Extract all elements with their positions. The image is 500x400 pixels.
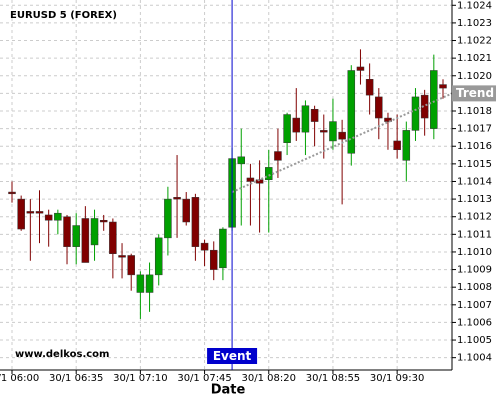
candle-body	[72, 225, 80, 247]
candle-body	[118, 255, 126, 258]
candle-body	[219, 228, 227, 269]
candle-body	[90, 218, 99, 246]
candle-body	[283, 114, 291, 143]
event-label-box	[207, 348, 258, 364]
candle-body	[393, 140, 401, 151]
candle-body	[99, 219, 108, 223]
y-tick-label: 1.1018	[457, 106, 492, 117]
candle-body	[8, 191, 16, 195]
x-axis-label: Date	[211, 383, 246, 398]
candle-body	[191, 197, 200, 247]
candle-body	[439, 84, 447, 89]
x-tick-label: 30/1 08:20	[242, 373, 296, 384]
y-tick-label: 1.1017	[457, 124, 492, 135]
candle-body	[375, 96, 383, 119]
candle-body	[17, 198, 25, 230]
candle-body	[237, 156, 245, 165]
y-tick-label: 1.1021	[457, 53, 492, 64]
event-label: Event	[213, 349, 252, 363]
candle-body	[35, 211, 44, 214]
candle-body	[109, 221, 117, 254]
candle-body	[356, 66, 365, 71]
y-tick-label: 1.1024	[457, 0, 492, 11]
y-tick-label: 1.1006	[457, 317, 492, 328]
candle-body	[54, 212, 62, 221]
candle-body	[164, 198, 172, 239]
y-tick-label: 1.1012	[457, 212, 492, 223]
candle-body	[265, 167, 273, 180]
candle-body	[338, 131, 346, 140]
candle-body	[63, 216, 71, 247]
trend-label: Trend	[456, 86, 494, 100]
y-tick-label: 1.1022	[457, 36, 492, 47]
candle-body	[154, 237, 163, 276]
y-tick-label: 1.1015	[457, 159, 492, 170]
candle-body	[173, 197, 181, 200]
candle-body	[420, 94, 429, 119]
y-tick-label: 1.1005	[457, 335, 492, 346]
x-tick-label: 30/1 07:10	[113, 373, 167, 384]
candle-body	[320, 130, 328, 133]
candle-body	[329, 121, 337, 142]
watermark: www.delkos.com	[15, 349, 109, 360]
candle-body	[365, 79, 374, 96]
candle-body	[411, 96, 420, 131]
candle-body	[145, 274, 154, 293]
y-tick-label: 1.1008	[457, 282, 492, 293]
candle-body	[127, 255, 135, 276]
candle-body	[292, 117, 301, 133]
x-tick-label: 30/1 07:45	[177, 373, 231, 384]
candle-body	[402, 130, 411, 161]
x-tick-label: 30/1 09:30	[370, 373, 424, 384]
y-tick-label: 1.1010	[457, 247, 492, 258]
y-tick-label: 1.1007	[457, 300, 492, 311]
candle-body	[347, 70, 356, 154]
candle-body	[301, 105, 310, 133]
candle-body	[26, 211, 35, 214]
y-tick-label: 1.1013	[457, 194, 492, 205]
grid	[0, 0, 452, 370]
x-tick-label: 30/1 06:00	[0, 373, 39, 384]
y-tick-label: 1.1004	[457, 353, 492, 364]
candle-body	[81, 218, 90, 263]
candle-body	[384, 117, 392, 122]
y-tick-label: 1.1011	[457, 229, 492, 240]
candle-body	[182, 198, 190, 223]
candle-body	[44, 214, 53, 221]
y-tick-label: 1.1023	[457, 18, 492, 29]
plot	[8, 49, 453, 319]
candle-body	[310, 108, 319, 122]
candle-body	[200, 242, 209, 251]
y-tick-label: 1.1009	[457, 265, 492, 276]
x-tick-label: 30/1 06:35	[49, 373, 103, 384]
y-tick-label: 1.1014	[457, 176, 492, 187]
candle-body	[255, 179, 264, 184]
candle-body	[246, 177, 255, 182]
y-tick-label: 1.1020	[457, 71, 492, 82]
candle-body	[209, 249, 218, 270]
trend-line	[231, 92, 453, 193]
trend-label-box	[452, 85, 496, 102]
chart-title: EURUSD 5 (FOREX)	[10, 10, 117, 21]
candle-body	[274, 151, 282, 161]
x-tick-label: 30/1 08:55	[306, 373, 360, 384]
candle-body	[136, 274, 145, 293]
y-tick-label: 1.1016	[457, 141, 492, 152]
